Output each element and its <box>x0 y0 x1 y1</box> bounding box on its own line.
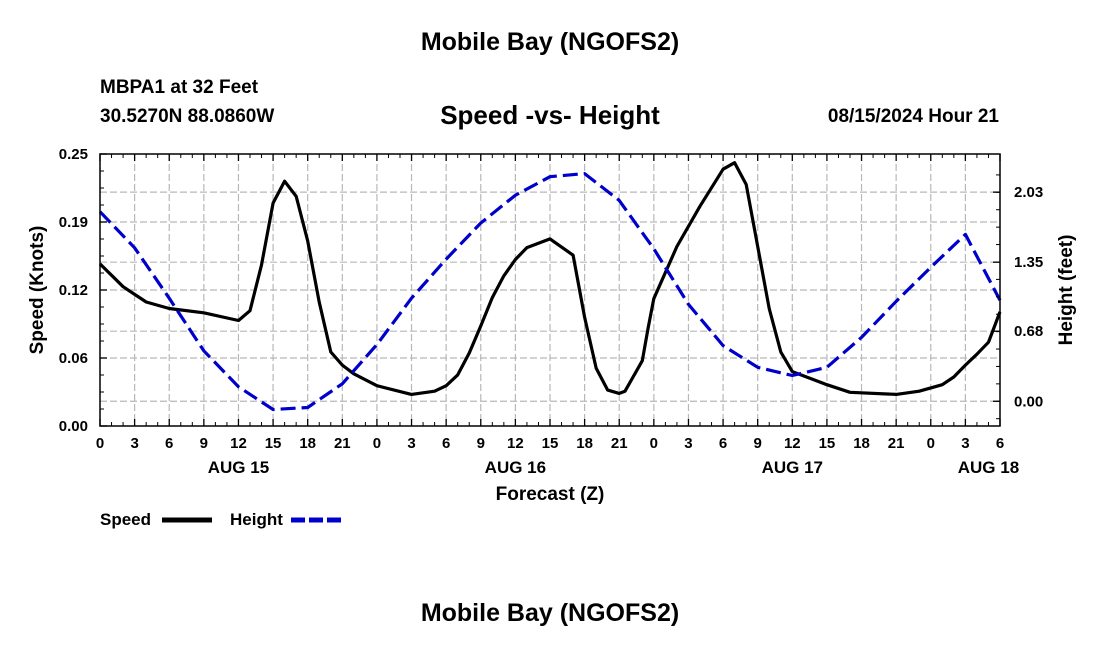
x-tick-label: 21 <box>611 435 628 452</box>
x-tick-label: 6 <box>996 435 1004 452</box>
x-tick-label: 3 <box>961 435 969 452</box>
speed-series-line <box>98 161 1002 396</box>
x-tick-label: 15 <box>265 435 282 452</box>
y-tick-label: 0.19 <box>59 214 88 231</box>
y-tick-label: 0.06 <box>59 350 88 367</box>
x-axis-label: Forecast (Z) <box>496 484 605 505</box>
y-tick-label: 0.25 <box>59 146 88 163</box>
forecast-timestamp: 08/15/2024 Hour 21 <box>827 106 999 127</box>
y-axis-label: Speed (Knots) <box>27 226 48 355</box>
x-tick-label: 0 <box>373 435 381 452</box>
x-tick-label: 0 <box>96 435 104 452</box>
x-tick-label: 9 <box>754 435 762 452</box>
x-tick-label: 12 <box>230 435 247 452</box>
x-tick-label: 18 <box>853 435 870 452</box>
y-tick-label: 0.00 <box>59 418 88 435</box>
legend-speed-label: Speed <box>100 510 151 529</box>
y-tick-label: 0.12 <box>59 282 88 299</box>
x-tick-label: 9 <box>200 435 208 452</box>
footer-title: Mobile Bay (NGOFS2) <box>420 599 680 627</box>
x-tick-label: 21 <box>334 435 351 452</box>
x-tick-label: 6 <box>165 435 173 452</box>
x-tick-label: 0 <box>927 435 935 452</box>
station-label: MBPA1 at 32 Feet <box>100 77 259 98</box>
date-label: AUG 17 <box>762 458 823 477</box>
grid <box>100 154 1000 426</box>
chart-title: Speed -vs- Height <box>440 100 660 130</box>
x-tick-label: 15 <box>819 435 836 452</box>
x-tick-label: 3 <box>130 435 138 452</box>
y2-axis-label: Height (feet) <box>1056 235 1077 346</box>
x-tick-label: 0 <box>650 435 658 452</box>
x-tick-label: 12 <box>784 435 801 452</box>
y2-tick-label: 0.68 <box>1014 323 1043 340</box>
x-tick-label: 6 <box>442 435 450 452</box>
date-label: AUG 16 <box>485 458 546 477</box>
station-coords: 30.5270N 88.0860W <box>100 106 275 127</box>
height-series-line <box>98 172 1002 412</box>
chart-marks <box>98 161 1002 412</box>
x-tick-label: 18 <box>299 435 316 452</box>
x-tick-label: 6 <box>719 435 727 452</box>
x-tick-label: 18 <box>576 435 593 452</box>
y2-tick-label: 1.35 <box>1014 254 1043 271</box>
axes: 0 3 6 9 12 15 18 21 0 3 6 9 12 15 18 21 0 3 6 9 12 15 18 21 0 3 6 A… <box>59 146 1043 477</box>
x-tick-label: 3 <box>684 435 692 452</box>
x-tick-label: 21 <box>888 435 905 452</box>
y2-tick-label: 2.03 <box>1014 184 1043 201</box>
y2-tick-label: 0.00 <box>1014 393 1043 410</box>
x-tick-label: 3 <box>407 435 415 452</box>
x-tick-label: 9 <box>477 435 485 452</box>
page-title: Mobile Bay (NGOFS2) <box>420 28 680 56</box>
date-label: AUG 15 <box>208 458 269 477</box>
legend: Speed Height <box>100 510 342 529</box>
x-tick-label: 12 <box>507 435 524 452</box>
x-tick-label: 15 <box>542 435 559 452</box>
legend-height-label: Height <box>230 510 283 529</box>
date-label: AUG 18 <box>958 458 1019 477</box>
